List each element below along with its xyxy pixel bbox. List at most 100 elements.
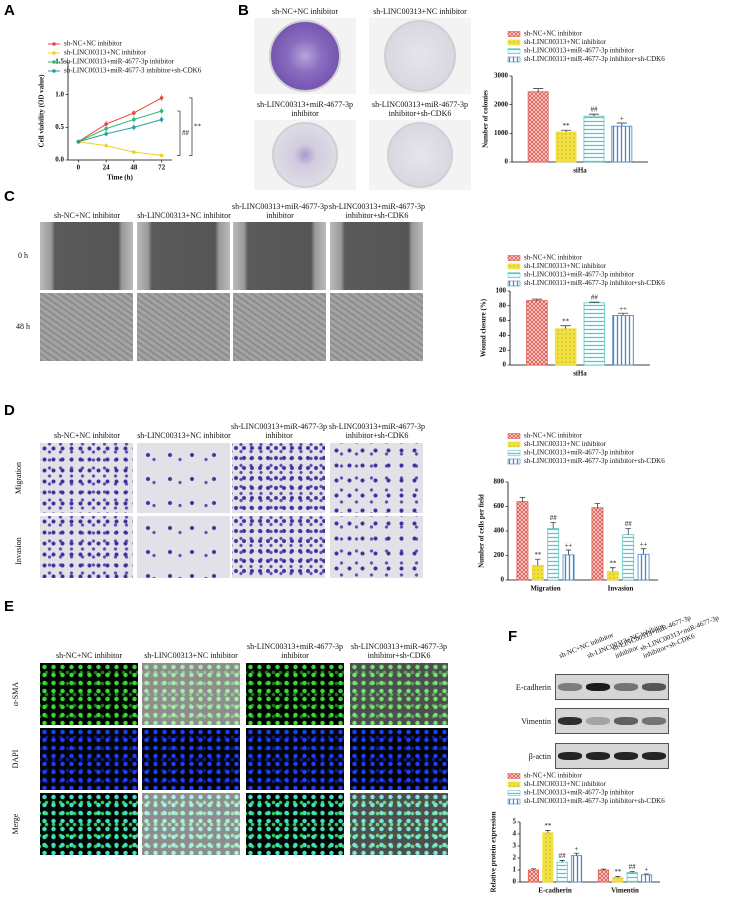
- y-tick-label: 0.0: [55, 156, 64, 164]
- wound-photo: [40, 222, 133, 290]
- transwell-photo: [40, 516, 133, 578]
- blot-band: [642, 717, 666, 725]
- bar: [570, 855, 583, 883]
- x-tick-label: Vimentin: [611, 887, 639, 895]
- fluorescence-photo: [350, 793, 448, 855]
- error-bar: [530, 868, 537, 870]
- wound-photo: [233, 293, 326, 361]
- panel-letter: F: [508, 628, 518, 645]
- y-tick-label: 0.5: [55, 123, 64, 131]
- bar: [562, 554, 575, 581]
- x-tick-label: 72: [158, 164, 166, 172]
- significance-label: ##: [629, 863, 637, 871]
- series-line: [78, 141, 162, 156]
- error-bar: [561, 129, 572, 132]
- image-label: sh-NC+NC inhibitor: [271, 7, 339, 16]
- image-label: sh-LINC00313+miR-4677-3p inhibitor+sh-CD…: [371, 100, 469, 118]
- data-point: [159, 96, 164, 100]
- significance-label: +: [575, 845, 579, 853]
- legend-swatch: [507, 272, 521, 278]
- data-point: [132, 125, 136, 130]
- y-tick-label: 20: [499, 346, 507, 354]
- legend-marker: [52, 69, 56, 73]
- significance-label: ##: [625, 520, 633, 528]
- series-line: [78, 110, 162, 143]
- transwell-photo: [232, 443, 325, 513]
- error-bar: [535, 558, 541, 566]
- data-point: [132, 117, 136, 122]
- row-label: DAPI: [11, 749, 20, 769]
- legend-swatch: [507, 798, 521, 805]
- y-tick-label: 2000: [494, 100, 509, 108]
- column-label: sh-NC+NC inhibitor: [55, 651, 123, 660]
- significance-bracket: [177, 110, 181, 156]
- column-label: sh-LINC00313+NC inhibitor: [144, 651, 238, 660]
- legend-swatch: [507, 773, 521, 779]
- colony-dish: [384, 20, 456, 92]
- bar: [527, 869, 540, 883]
- data-point: [159, 117, 164, 122]
- series-line: [78, 97, 162, 143]
- significance-label: ++: [640, 540, 648, 548]
- error-bar: [643, 873, 650, 875]
- blot-band: [558, 683, 582, 691]
- legend-label: sh-NC+NC inhibitor: [524, 772, 582, 780]
- y-tick-label: 80: [499, 301, 507, 309]
- legend-label: sh-LINC00313+NC inhibitor: [524, 38, 607, 46]
- significance-label: ##: [591, 294, 599, 302]
- error-bar: [617, 312, 629, 316]
- y-tick-label: 600: [494, 502, 505, 510]
- fluorescence-photo: [40, 793, 138, 855]
- error-bar: [610, 567, 616, 572]
- row-label: Vimentin: [521, 717, 551, 726]
- error-bar: [640, 548, 647, 555]
- error-bar: [550, 522, 556, 529]
- panel-letter: E: [4, 598, 15, 615]
- legend-swatch: [507, 56, 521, 63]
- fluorescence-photo: [350, 728, 448, 790]
- x-tick-label: siHa: [573, 370, 587, 378]
- y-axis-label: Relative protein expression: [490, 811, 498, 892]
- error-bar: [559, 860, 565, 863]
- legend-label: sh-LINC00313+miR-4677-3p inhibitor: [524, 449, 635, 457]
- column-label: sh-LINC00313+miR-4677-3p inhibitor+sh-CD…: [328, 202, 426, 220]
- bar: [583, 302, 606, 366]
- legend-swatch: [507, 255, 521, 261]
- error-bar: [615, 876, 621, 878]
- transwell-photo: [137, 443, 230, 513]
- row-label: β-actin: [528, 752, 551, 761]
- error-bar: [560, 325, 571, 329]
- legend-marker: [52, 51, 56, 55]
- significance-label: **: [544, 822, 552, 830]
- y-tick-label: 5: [513, 818, 517, 826]
- y-tick-label: 100: [496, 287, 507, 295]
- series-line: [78, 119, 162, 143]
- legend-label: sh-NC+NC inhibitor: [524, 432, 582, 440]
- error-bar: [588, 113, 599, 117]
- blot-band: [614, 717, 638, 725]
- transwell-photo: [137, 516, 230, 578]
- row-label: 0 h: [18, 251, 28, 260]
- blot-band: [586, 683, 610, 691]
- blot-band: [586, 752, 610, 760]
- legend-label: sh-LINC00313+NC inhibitor: [524, 440, 607, 448]
- data-point: [104, 126, 108, 131]
- legend-swatch: [507, 280, 521, 287]
- column-label: sh-LINC00313+miR-4677-3p inhibitor+sh-CD…: [350, 642, 448, 660]
- fluorescence-photo: [350, 663, 448, 725]
- legend-label: sh-NC+NC inhibitor: [524, 30, 582, 38]
- y-tick-label: 400: [494, 527, 505, 535]
- wound-photo: [137, 222, 230, 290]
- y-tick-label: 3000: [494, 72, 509, 80]
- data-point: [159, 153, 164, 158]
- error-bar: [531, 298, 543, 301]
- y-tick-label: 1.0: [55, 90, 64, 98]
- legend-label: sh-LINC00313+NC inhibitor: [64, 49, 147, 57]
- data-point: [132, 111, 136, 115]
- fluorescence-photo: [246, 728, 344, 790]
- blot-band: [586, 717, 610, 725]
- legend-label: sh-LINC00313+miR-4677-3p inhibitor+sh-CD…: [524, 55, 665, 63]
- bar: [531, 564, 544, 581]
- significance-label: ++: [619, 305, 627, 313]
